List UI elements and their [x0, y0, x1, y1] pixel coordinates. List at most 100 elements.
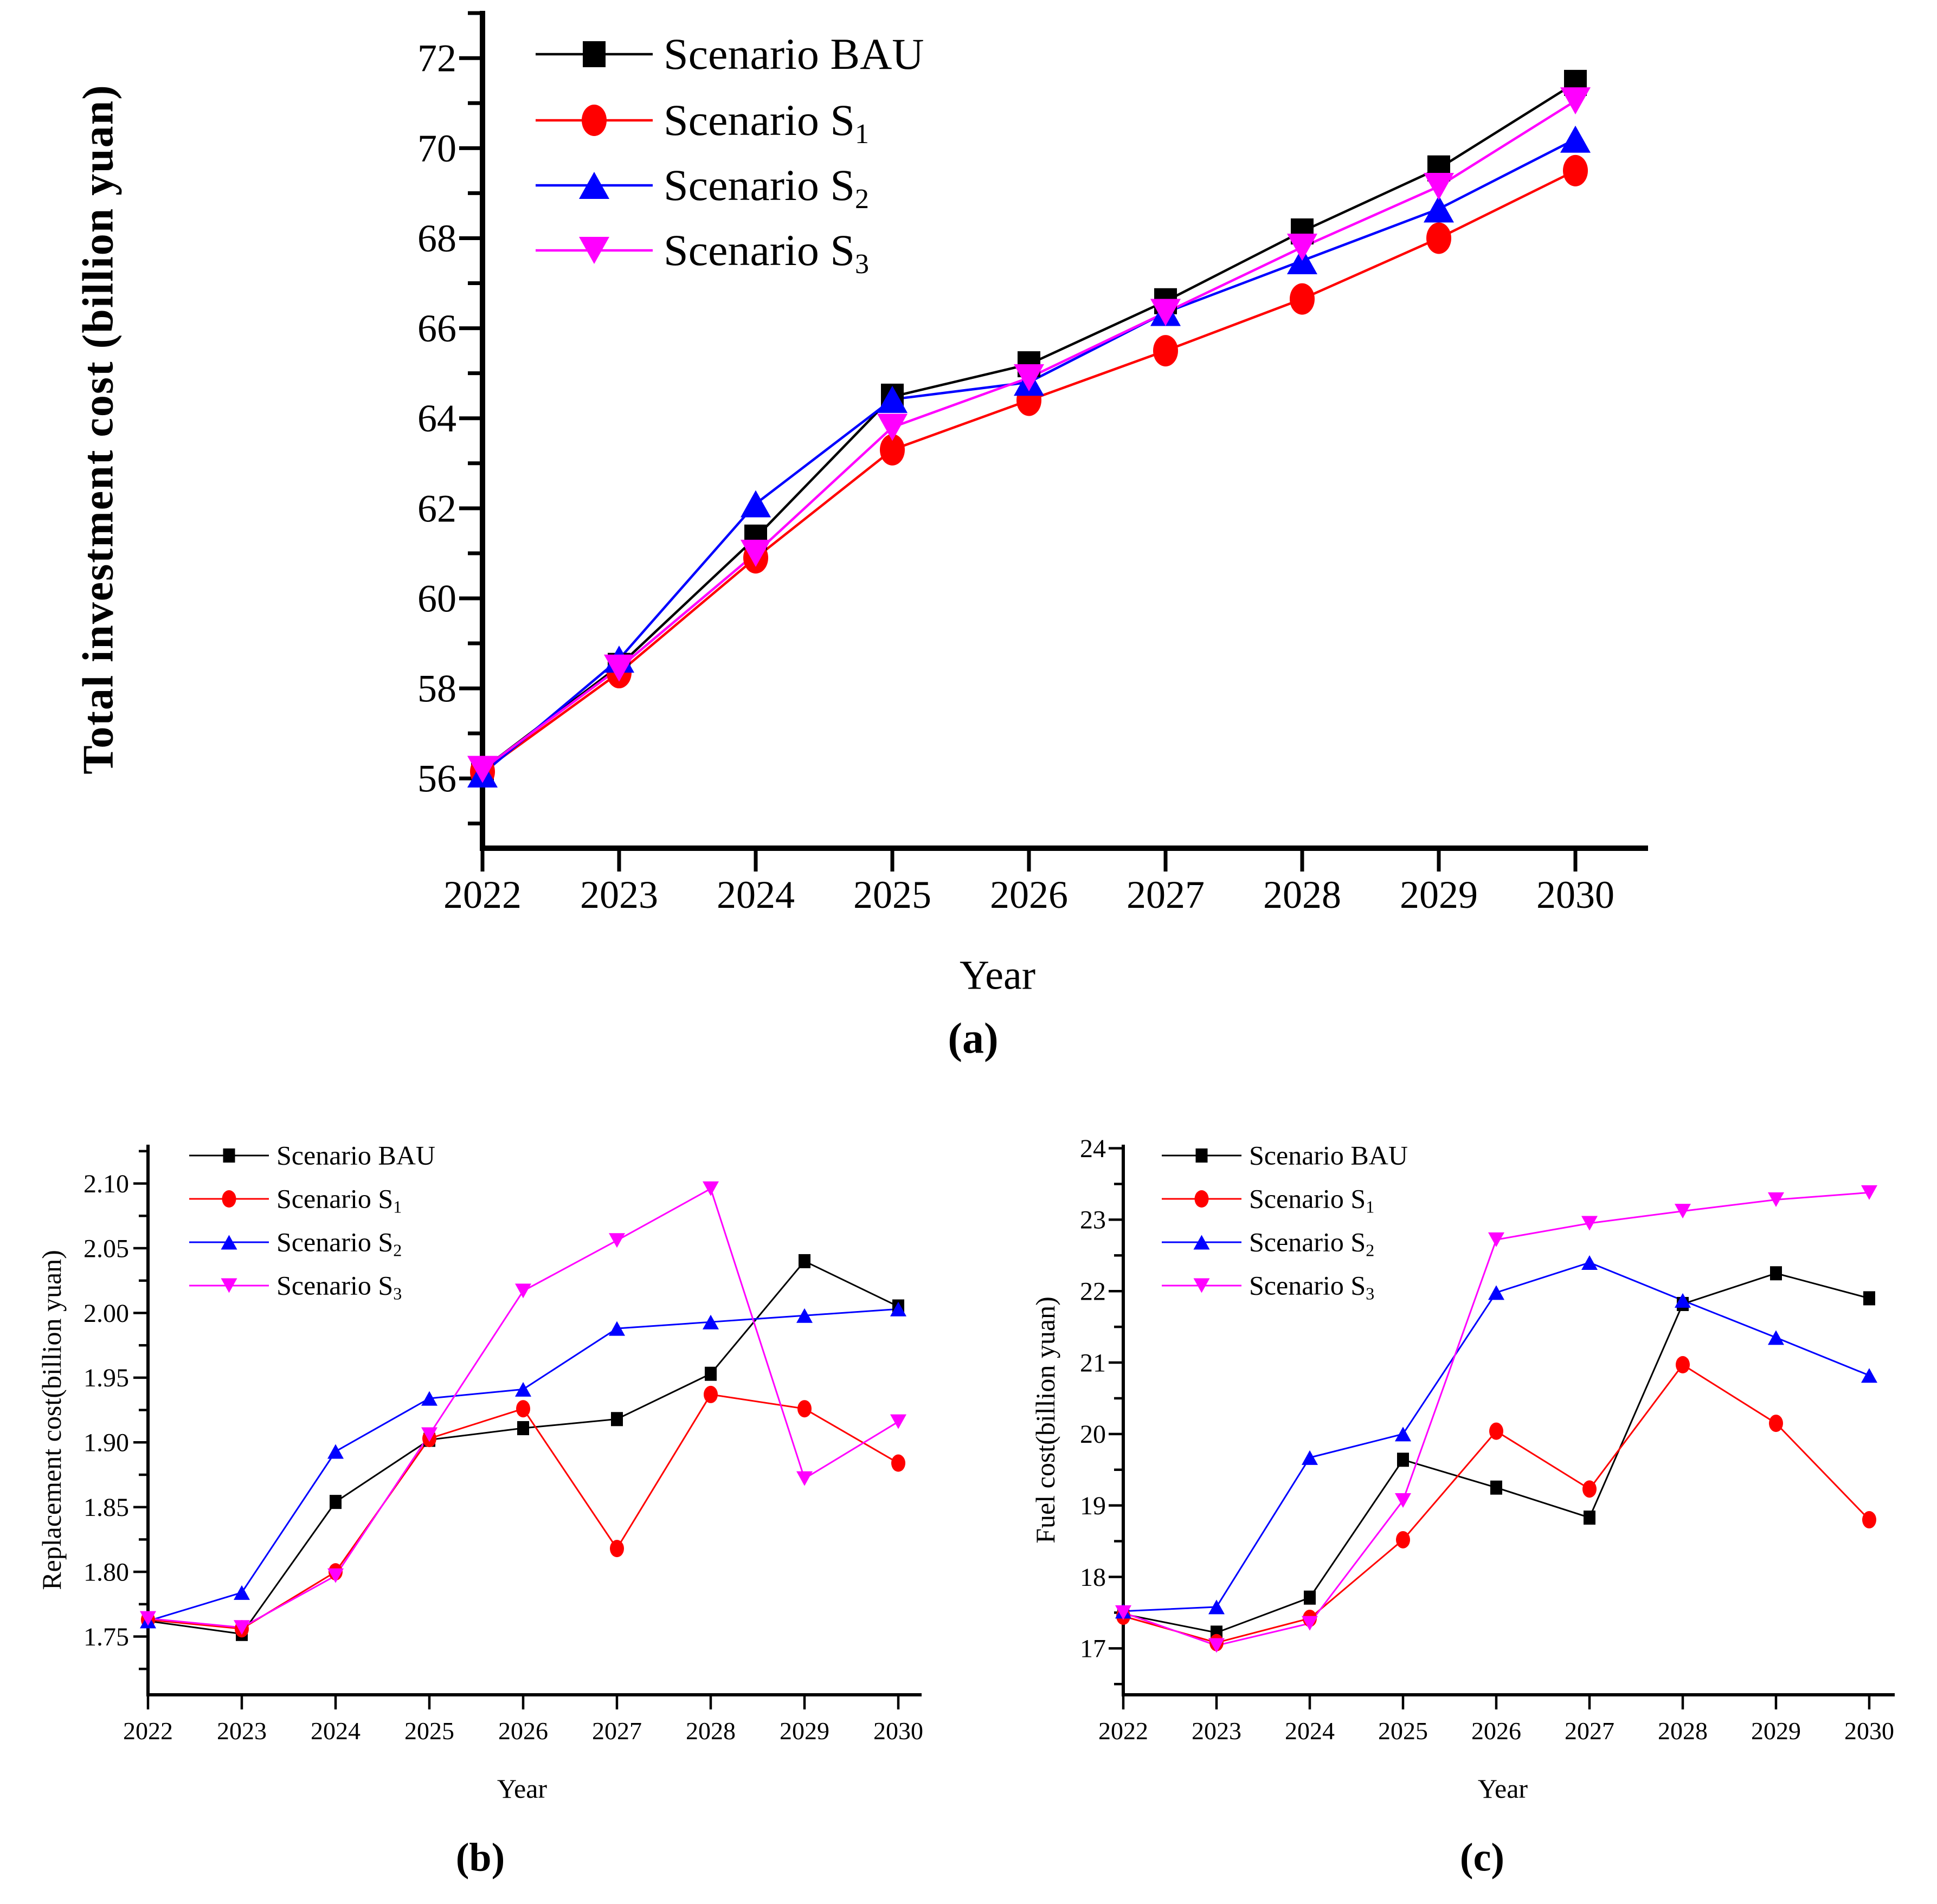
x-tick-label: 2022: [123, 1717, 173, 1745]
data-point-b-scenario-s2: [890, 1301, 906, 1316]
data-point-b-scenario-s3: [890, 1414, 906, 1429]
data-point-c-scenario-s3: [1768, 1192, 1784, 1207]
data-point-c-scenario-s3: [1675, 1204, 1691, 1219]
legend-marker: [222, 1190, 236, 1208]
x-tick-label: 2027: [592, 1717, 642, 1745]
y-tick-label: 72: [417, 37, 456, 80]
data-point-b-scenario-bau: [705, 1366, 717, 1381]
legend-label: Scenario S1: [664, 95, 869, 150]
legend-marker: [221, 1278, 237, 1293]
data-point-b-scenario-s3: [703, 1181, 719, 1196]
y-tick-label: 60: [417, 577, 456, 620]
data-point-a-scenario-s3: [1424, 172, 1454, 200]
y-tick-label: 20: [1080, 1420, 1106, 1449]
x-tick-label: 2023: [580, 873, 658, 916]
series-line-c-scenario-bau: [1123, 1272, 1870, 1634]
data-point-b-scenario-s2: [609, 1321, 625, 1336]
chart-panel-a: 56 58 60 62 64 66 68 70 72 2022 2023 2024 2025 2026 20…: [417, 11, 1648, 916]
panel-b-y-axis-title: Replacement cost(billion yuan): [36, 1250, 67, 1590]
data-point-b-scenario-s3: [234, 1620, 250, 1635]
data-point-c-scenario-s3: [1861, 1185, 1877, 1200]
x-tick-label: 2028: [1263, 873, 1341, 916]
legend-label: Scenario S2: [276, 1227, 402, 1260]
data-point-c-scenario-s3: [1115, 1605, 1131, 1620]
panel-a-x-axis-title: Year: [959, 952, 1036, 998]
x-tick-label: 2026: [990, 873, 1068, 916]
y-tick-label: 1.80: [83, 1558, 129, 1586]
panel-a-label: (a): [948, 1015, 999, 1063]
data-point-b-scenario-s3: [515, 1283, 531, 1299]
data-point-b-scenario-bau: [799, 1254, 810, 1268]
x-tick-label: 2024: [311, 1717, 361, 1745]
legend-label: Scenario S3: [1249, 1270, 1374, 1303]
x-tick-label: 2028: [1658, 1717, 1708, 1745]
x-tick-label: 2023: [1192, 1717, 1241, 1745]
chart-panel-c: 17 18 19 20 21 22 23 24 2022 2023 2024 2025 2026 2027…: [1080, 1134, 1895, 1745]
data-point-b-scenario-s1: [516, 1400, 530, 1418]
legend-marker: [582, 105, 607, 136]
data-point-b-scenario-s2: [796, 1308, 813, 1323]
data-point-b-scenario-s2: [703, 1314, 719, 1329]
x-tick-label: 2030: [1536, 873, 1614, 916]
data-point-c-scenario-s3: [1488, 1232, 1504, 1247]
data-point-a-scenario-s3: [741, 539, 771, 567]
legend-label: Scenario S2: [1249, 1227, 1374, 1260]
x-tick-label: 2029: [780, 1717, 829, 1745]
data-point-c-scenario-bau: [1490, 1480, 1502, 1495]
data-point-b-scenario-s1: [797, 1400, 812, 1418]
data-point-c-scenario-bau: [1863, 1291, 1875, 1306]
data-point-a-scenario-s1: [1426, 222, 1451, 254]
y-tick-label: 1.95: [83, 1364, 129, 1392]
x-tick-label: 2030: [873, 1717, 923, 1745]
data-point-c-scenario-bau: [1397, 1453, 1409, 1467]
data-point-b-scenario-bau: [330, 1495, 342, 1509]
y-tick-label: 1.85: [83, 1493, 129, 1522]
data-point-b-scenario-s3: [327, 1568, 344, 1583]
panel-b-label: (b): [455, 1835, 505, 1880]
data-point-a-scenario-s3: [1560, 87, 1591, 115]
data-point-c-scenario-s2: [1581, 1255, 1598, 1270]
chart-panel-b: 1.75 1.80 1.85 1.90 1.95 2.00 2.05 2.10 2022 2023…: [83, 1140, 923, 1745]
y-tick-label: 56: [417, 757, 456, 801]
data-point-c-scenario-s1: [1582, 1480, 1597, 1498]
x-tick-label: 2026: [1471, 1717, 1521, 1745]
x-tick-label: 2022: [443, 873, 522, 916]
data-point-a-scenario-s3: [877, 414, 908, 441]
x-tick-label: 2025: [853, 873, 931, 916]
data-point-b-scenario-s3: [421, 1427, 437, 1442]
panel-c-x-axis-title: Year: [1477, 1773, 1528, 1804]
data-point-a-scenario-s2: [1424, 195, 1454, 223]
legend-marker: [579, 237, 609, 264]
x-tick-label: 2023: [217, 1717, 267, 1745]
y-tick-label: 2.05: [83, 1234, 129, 1263]
y-tick-label: 58: [417, 667, 456, 711]
data-point-b-scenario-s1: [891, 1454, 905, 1472]
legend-marker: [1195, 1148, 1208, 1163]
data-point-b-scenario-s3: [140, 1611, 156, 1626]
y-tick-label: 2.00: [83, 1299, 129, 1328]
series-line-c-scenario-s1: [1123, 1363, 1870, 1644]
data-point-a-scenario-s2: [877, 385, 908, 413]
data-point-c-scenario-s2: [1488, 1285, 1504, 1300]
legend-marker: [1194, 1190, 1209, 1208]
legend-label: Scenario BAU: [1249, 1140, 1408, 1171]
legend-marker: [221, 1235, 237, 1250]
data-point-c-scenario-bau: [1770, 1266, 1782, 1281]
series-line-b-scenario-s2: [147, 1308, 899, 1622]
y-tick-label: 19: [1080, 1492, 1106, 1520]
data-point-c-scenario-s1: [1769, 1415, 1783, 1432]
data-point-a-scenario-s3: [467, 756, 498, 783]
legend-marker: [223, 1148, 235, 1163]
y-tick-label: 18: [1080, 1563, 1106, 1592]
panel-c-y-axis-title: Fuel cost(billion yuan): [1030, 1296, 1060, 1544]
data-point-b-scenario-s3: [609, 1233, 625, 1248]
data-point-c-scenario-s2: [1675, 1293, 1691, 1308]
y-tick-label: 62: [417, 487, 456, 530]
y-tick-label: 70: [417, 127, 456, 170]
y-tick-label: 2.10: [83, 1170, 129, 1198]
data-point-c-scenario-s2: [1395, 1427, 1411, 1442]
x-tick-label: 2027: [1565, 1717, 1614, 1745]
legend-label: Scenario S3: [664, 225, 869, 280]
y-tick-label: 24: [1080, 1134, 1106, 1163]
data-point-a-scenario-s1: [1563, 154, 1588, 186]
